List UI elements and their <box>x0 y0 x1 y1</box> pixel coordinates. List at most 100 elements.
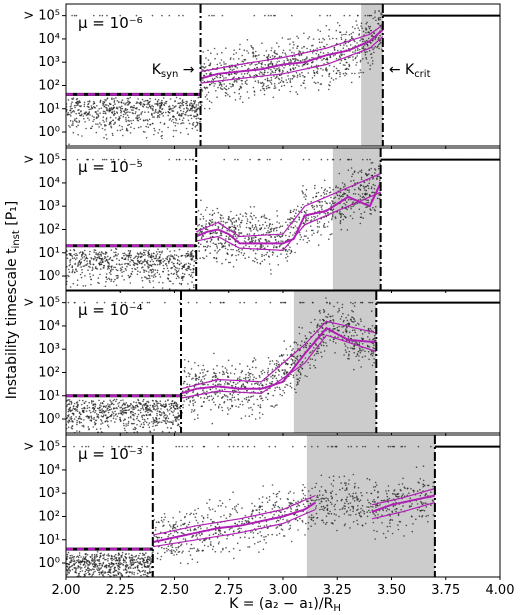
data-point <box>239 403 241 406</box>
data-point <box>187 119 190 122</box>
data-point <box>209 301 212 304</box>
data-point <box>138 114 140 116</box>
data-point <box>268 250 271 252</box>
data-point <box>257 80 260 82</box>
data-point <box>299 301 302 304</box>
data-point <box>115 556 118 559</box>
data-point <box>242 254 245 257</box>
data-point <box>320 194 323 197</box>
data-point <box>249 64 251 66</box>
data-point <box>362 349 364 351</box>
data-point <box>76 406 79 409</box>
data-point <box>132 263 135 266</box>
data-point <box>288 235 291 238</box>
data-point <box>190 250 193 253</box>
data-point <box>239 301 241 304</box>
data-point <box>168 262 170 264</box>
data-point <box>320 83 323 85</box>
data-point <box>277 368 280 371</box>
data-point <box>289 209 292 212</box>
data-point <box>95 428 98 431</box>
data-point <box>323 189 326 192</box>
y-tick-label: 10⁰ <box>38 125 60 140</box>
data-point <box>250 372 252 375</box>
data-point <box>70 252 72 255</box>
data-point <box>80 254 83 256</box>
data-point <box>226 221 228 224</box>
data-point <box>198 246 200 248</box>
data-point <box>167 399 169 401</box>
data-point <box>140 260 142 262</box>
data-point <box>354 320 356 322</box>
data-point <box>207 91 210 94</box>
data-point <box>159 436 161 438</box>
data-point <box>267 54 270 56</box>
data-point <box>171 435 173 437</box>
data-point <box>353 204 356 206</box>
data-point <box>323 38 326 41</box>
data-point <box>255 301 257 304</box>
data-point <box>246 218 249 220</box>
data-point <box>92 263 95 266</box>
data-point <box>352 56 354 58</box>
data-point <box>258 412 261 414</box>
data-point <box>196 107 199 110</box>
data-point <box>379 18 381 21</box>
data-point <box>364 186 367 188</box>
data-point <box>303 58 306 61</box>
data-point <box>197 242 200 244</box>
data-point <box>99 268 102 270</box>
data-point <box>181 254 184 257</box>
data-point <box>175 269 178 272</box>
data-point <box>164 405 167 408</box>
data-point <box>213 212 216 215</box>
data-point <box>361 301 364 304</box>
data-point <box>370 187 373 190</box>
data-point <box>132 109 134 111</box>
data-point <box>273 83 276 85</box>
data-point <box>333 65 335 68</box>
data-point <box>260 245 263 247</box>
data-point <box>94 423 96 426</box>
data-point <box>260 227 263 229</box>
data-point <box>343 53 346 56</box>
data-point <box>81 425 83 427</box>
data-point <box>251 366 254 369</box>
data-point <box>363 325 366 328</box>
data-point <box>282 369 284 371</box>
data-point <box>209 73 211 75</box>
data-point <box>102 110 105 113</box>
data-point <box>198 250 200 252</box>
data-point <box>175 277 178 280</box>
data-point <box>369 25 372 28</box>
data-point <box>173 254 176 256</box>
data-point <box>197 417 199 420</box>
data-point <box>330 196 332 199</box>
data-point <box>317 331 319 333</box>
data-point <box>303 32 305 35</box>
data-point <box>259 262 262 265</box>
data-point <box>116 100 119 102</box>
data-point <box>353 335 355 337</box>
data-point <box>360 366 362 368</box>
data-point <box>283 372 286 374</box>
data-point <box>362 47 365 49</box>
data-point <box>141 416 143 419</box>
data-point <box>279 301 282 304</box>
data-point <box>326 212 329 214</box>
data-point <box>159 411 162 413</box>
data-point <box>127 124 129 126</box>
data-point <box>137 98 139 100</box>
data-point <box>281 69 284 72</box>
data-point <box>144 410 147 413</box>
data-point <box>263 214 266 216</box>
data-point <box>320 234 322 236</box>
data-point <box>307 37 309 40</box>
data-point <box>189 103 191 105</box>
data-point <box>227 383 230 385</box>
data-point <box>100 263 103 266</box>
data-point <box>216 207 219 210</box>
data-point <box>187 301 190 304</box>
data-point <box>191 409 193 411</box>
data-point <box>313 347 315 349</box>
